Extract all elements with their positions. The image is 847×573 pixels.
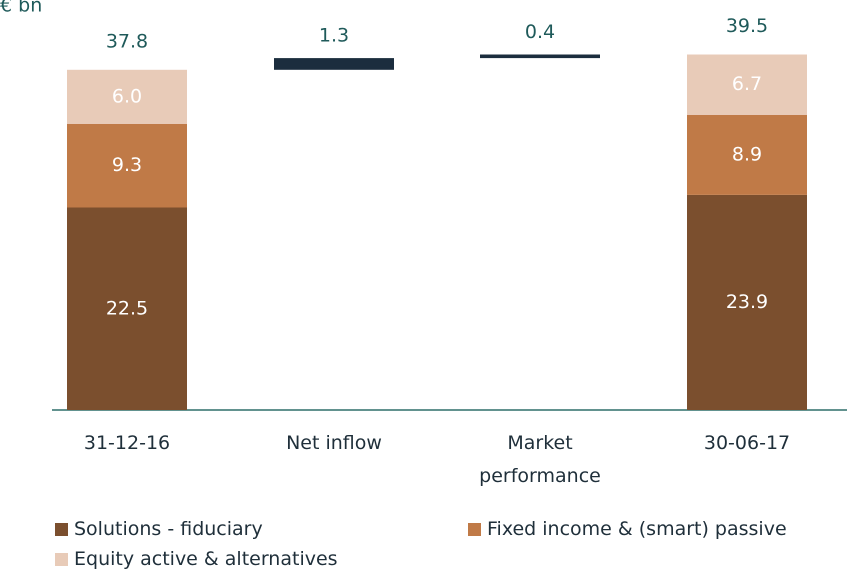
legend-item: Equity active & alternatives bbox=[55, 548, 338, 570]
bar-segment bbox=[687, 54, 807, 115]
legend-label: Equity active & alternatives bbox=[74, 548, 338, 570]
delta-bar bbox=[480, 54, 600, 59]
x-tick-label: 31-12-16 bbox=[83, 432, 171, 454]
x-tick-label: Net inflow bbox=[286, 432, 382, 454]
total-label: 37.8 bbox=[106, 30, 148, 52]
legend-label: Solutions - fiduciary bbox=[74, 518, 263, 540]
bar-segment bbox=[67, 123, 187, 208]
bar-segment bbox=[67, 69, 187, 124]
segment-label: 8.9 bbox=[732, 143, 762, 165]
legend-swatch bbox=[55, 522, 68, 536]
delta-label: 0.4 bbox=[525, 21, 555, 43]
segment-label: 22.5 bbox=[106, 297, 148, 319]
legend-swatch bbox=[468, 522, 481, 536]
segment-label: 6.7 bbox=[732, 73, 762, 95]
x-tick-label: 30-06-17 bbox=[703, 432, 791, 454]
bar-segment bbox=[67, 207, 187, 410]
legend-item: Solutions - fiduciary bbox=[55, 518, 263, 540]
legend-swatch bbox=[55, 552, 68, 566]
bar-segment bbox=[687, 194, 807, 410]
legend-item: Fixed income & (smart) passive bbox=[468, 518, 787, 540]
delta-bar bbox=[274, 58, 394, 70]
legend-label: Fixed income & (smart) passive bbox=[487, 518, 787, 540]
segment-label: 23.9 bbox=[726, 291, 768, 313]
delta-label: 1.3 bbox=[319, 25, 349, 47]
segment-label: 6.0 bbox=[112, 85, 142, 107]
segment-label: 9.3 bbox=[112, 154, 142, 176]
x-tick-label: Market performance bbox=[479, 432, 601, 487]
bar-segment bbox=[687, 114, 807, 195]
total-label: 39.5 bbox=[726, 15, 768, 37]
unit-label: € bn bbox=[0, 0, 42, 17]
